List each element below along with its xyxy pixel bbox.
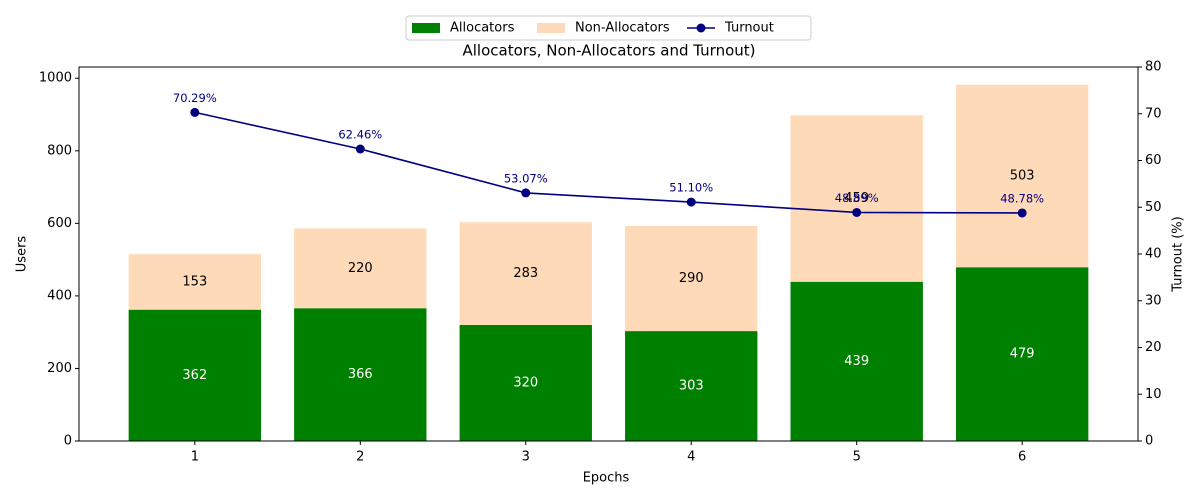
line-marker	[521, 188, 531, 198]
y2-tick-label: 10	[1145, 387, 1162, 402]
x-tick-label: 4	[687, 450, 695, 465]
bar-segment	[790, 115, 923, 282]
x-tick-label: 1	[191, 450, 199, 465]
y-tick-label: 800	[47, 143, 72, 158]
bar-value-label: 303	[679, 379, 704, 394]
y2-tick-label: 20	[1145, 340, 1162, 355]
bar-segment	[128, 309, 262, 441]
y2-tick-label: 80	[1145, 60, 1162, 75]
legend-label: Turnout	[724, 21, 774, 36]
y2-tick-label: 40	[1145, 247, 1162, 262]
x-tick-label: 3	[522, 450, 530, 465]
y2-tick-label: 60	[1145, 153, 1162, 168]
x-axis-label: Epochs	[583, 471, 630, 486]
line-value-label: 62.46%	[338, 127, 382, 141]
line	[194, 111, 1023, 214]
bar-value-label: 320	[513, 375, 538, 390]
line-marker	[686, 197, 696, 207]
legend-swatch	[412, 23, 440, 33]
line-marker	[1017, 208, 1027, 218]
y-tick-label: 1000	[39, 71, 72, 86]
bar-value-label: 459	[844, 191, 869, 206]
bar-segment	[459, 222, 592, 325]
bar-value-label: 220	[348, 261, 373, 276]
legend-swatch	[537, 23, 565, 33]
bar-segment	[625, 225, 758, 332]
y2-axis-label: Turnout (%)	[1171, 216, 1186, 292]
line-value-label: 51.10%	[669, 181, 713, 195]
bar-value-label: 439	[844, 354, 869, 369]
y-tick-label: 600	[47, 216, 72, 231]
y2-tick-label: 30	[1145, 293, 1162, 308]
legend-marker	[696, 23, 706, 33]
y-tick-label: 200	[47, 361, 72, 376]
line-value-label: 48.89%	[835, 191, 879, 205]
y-axis-label: Users	[15, 236, 30, 273]
bar-value-label: 479	[1010, 347, 1035, 362]
bar-segment	[955, 267, 1089, 441]
y-tick-label: 400	[47, 288, 72, 303]
bar-value-label: 366	[348, 367, 373, 382]
legend-frame	[405, 15, 812, 41]
line-marker	[355, 144, 365, 154]
legend: Allocators Non-Allocators Turnout	[405, 15, 812, 41]
y-tick-label: 0	[64, 434, 72, 449]
x-tick-label: 5	[853, 450, 861, 465]
line-value-label: 70.29%	[173, 91, 217, 105]
y2-tick-label: 70	[1145, 106, 1162, 121]
line-marker	[190, 107, 200, 117]
line-marker	[852, 207, 862, 217]
bar-value-label: 283	[513, 266, 538, 281]
bar-value-label: 290	[679, 271, 704, 286]
bar-value-label: 503	[1010, 169, 1035, 184]
bar-segment	[128, 254, 262, 310]
plot-frame	[78, 66, 1139, 442]
bar-value-label: 153	[182, 274, 207, 289]
bar-segment	[459, 324, 592, 441]
bar-segment	[955, 84, 1089, 268]
line-value-label: 53.07%	[504, 171, 548, 185]
line-value-label: 48.78%	[1000, 191, 1044, 205]
x-tick-label: 6	[1018, 450, 1026, 465]
bar-segment	[294, 228, 427, 309]
bar-value-label: 362	[182, 368, 207, 383]
y2-tick-label: 50	[1145, 200, 1162, 215]
bar-segment	[625, 331, 758, 441]
x-tick-label: 2	[356, 450, 364, 465]
chart-title: Allocators, Non-Allocators and Turnout)	[462, 42, 755, 60]
legend-label: Allocators	[450, 21, 515, 36]
bar-segment	[790, 281, 923, 441]
legend-label: Non-Allocators	[575, 21, 670, 36]
bar-segment	[294, 308, 427, 441]
y2-tick-label: 0	[1145, 434, 1153, 449]
plot-area	[128, 84, 1089, 441]
